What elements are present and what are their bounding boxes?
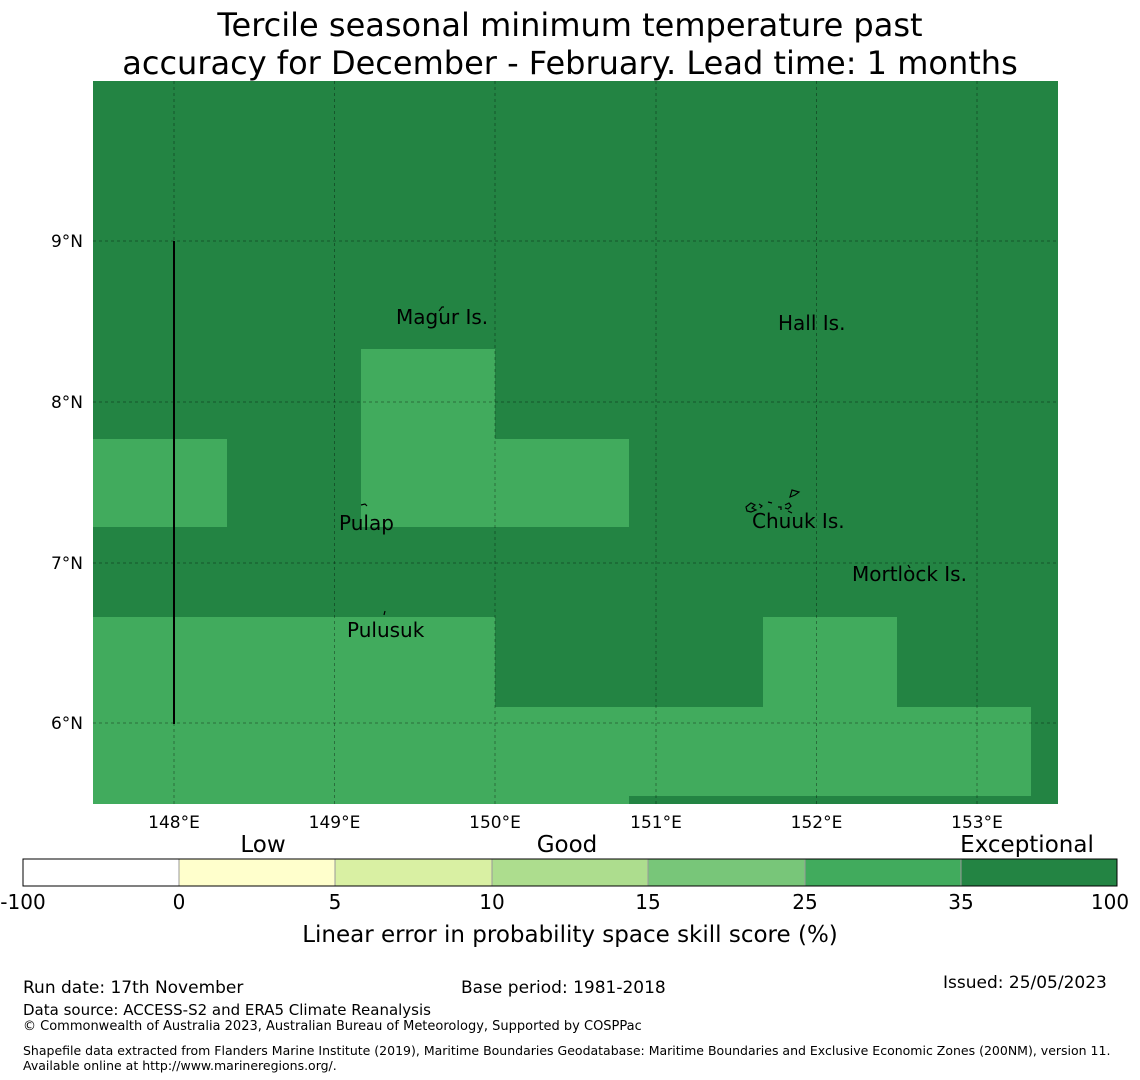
x-tick-label: 151°E [630, 813, 682, 833]
skill-cell [897, 707, 1031, 796]
y-tick-label: 6°N [51, 714, 83, 734]
colorbar-segment [179, 859, 335, 886]
chuuk-islet [767, 501, 773, 504]
y-tick-label: 8°N [51, 393, 83, 413]
colorbar-dividers [178, 859, 962, 886]
colorbar-tick-label: 0 [173, 890, 186, 914]
y-tick-labels: 9°N 8°N 7°N 6°N [51, 232, 83, 734]
place-label-chuuk: Chuuk Is. [752, 509, 845, 533]
skill-cell [361, 349, 495, 527]
colorbar-category-good: Good [537, 832, 598, 858]
skill-regions-good [93, 349, 1031, 804]
place-label-pulap: Pulap [339, 511, 394, 535]
map-title-line-1: Tercile seasonal minimum temperature pas… [217, 6, 923, 44]
colorbar-category-low: Low [240, 832, 285, 858]
x-tick-label: 148°E [148, 813, 200, 833]
x-tick-label: 153°E [951, 813, 1003, 833]
chuuk-islet [789, 489, 801, 499]
colorbar-segment [805, 859, 961, 886]
colorbar-tick-label: -100 [0, 890, 45, 914]
skill-cell [93, 617, 495, 804]
colorbar-tick-label: 15 [635, 890, 660, 914]
colorbar-segment [335, 859, 492, 886]
x-tick-label: 149°E [309, 813, 361, 833]
y-tick-label: 9°N [51, 232, 83, 252]
place-label-hall: Hall Is. [778, 311, 845, 335]
x-tick-label: 150°E [469, 813, 521, 833]
x-tick-label: 152°E [791, 813, 843, 833]
colorbar-axis-label: Linear error in probability space skill … [302, 922, 838, 948]
chuuk-islet [787, 510, 793, 514]
colorbar-segment [492, 859, 648, 886]
colorbar-ticks: -100 0 5 10 15 25 35 100 [0, 890, 1129, 914]
skill-cell [495, 707, 629, 804]
chuuk-islet [758, 503, 763, 509]
colorbar-tick-label: 10 [479, 890, 504, 914]
place-label-pulusuk: Pulusuk [347, 618, 425, 642]
place-label-mortlock: Mortlock Is. [852, 562, 967, 586]
colorbar-tick-label: 35 [948, 890, 973, 914]
chuuk-islet [784, 502, 792, 510]
issued-date: Issued: 25/05/2023 [943, 973, 1107, 993]
magur-island-outline [438, 306, 444, 312]
y-tick-label: 7°N [51, 554, 83, 574]
skill-cell [629, 707, 763, 796]
skill-cell [93, 439, 227, 527]
pulusuk-island-outline [383, 610, 386, 616]
island-outlines [360, 306, 911, 616]
colorbar-border [22, 858, 1118, 887]
place-labels: Magur Is. Hall Is. Pulap Chuuk Is. Mortl… [339, 305, 967, 642]
colorbar-segment [648, 859, 805, 886]
skill-cell [763, 617, 897, 796]
pulap-island-outline [360, 503, 368, 507]
run-date: Run date: 17th November [23, 978, 244, 998]
colorbar-tick-label: 25 [792, 890, 817, 914]
data-source: Data source: ACCESS-S2 and ERA5 Climate … [23, 1001, 431, 1019]
colorbar: Low Good Exceptional -100 0 5 10 15 25 3… [0, 832, 1129, 948]
chuuk-islet [778, 506, 782, 510]
colorbar-tick-label: 100 [1091, 890, 1129, 914]
map-title-line-2: accuracy for December - February. Lead t… [122, 44, 1018, 82]
colorbar-segment [961, 859, 1117, 886]
x-tick-labels: 148°E 149°E 150°E 151°E 152°E 153°E [148, 813, 1003, 833]
skill-cell [495, 439, 629, 527]
place-label-magur: Magur Is. [396, 305, 488, 329]
colorbar-segment [23, 859, 179, 886]
shapefile-attribution: Shapefile data extracted from Flanders M… [23, 1043, 1111, 1073]
mortlock-island-outline [907, 564, 911, 569]
map-title: Tercile seasonal minimum temperature pas… [0, 6, 1140, 82]
base-period: Base period: 1981-2018 [461, 978, 666, 998]
colorbar-tick-label: 5 [329, 890, 342, 914]
colorbar-category-exceptional: Exceptional [960, 832, 1094, 858]
copyright-notice: © Commonwealth of Australia 2023, Austra… [23, 1019, 642, 1034]
chuuk-lagoon-reef [745, 502, 758, 513]
